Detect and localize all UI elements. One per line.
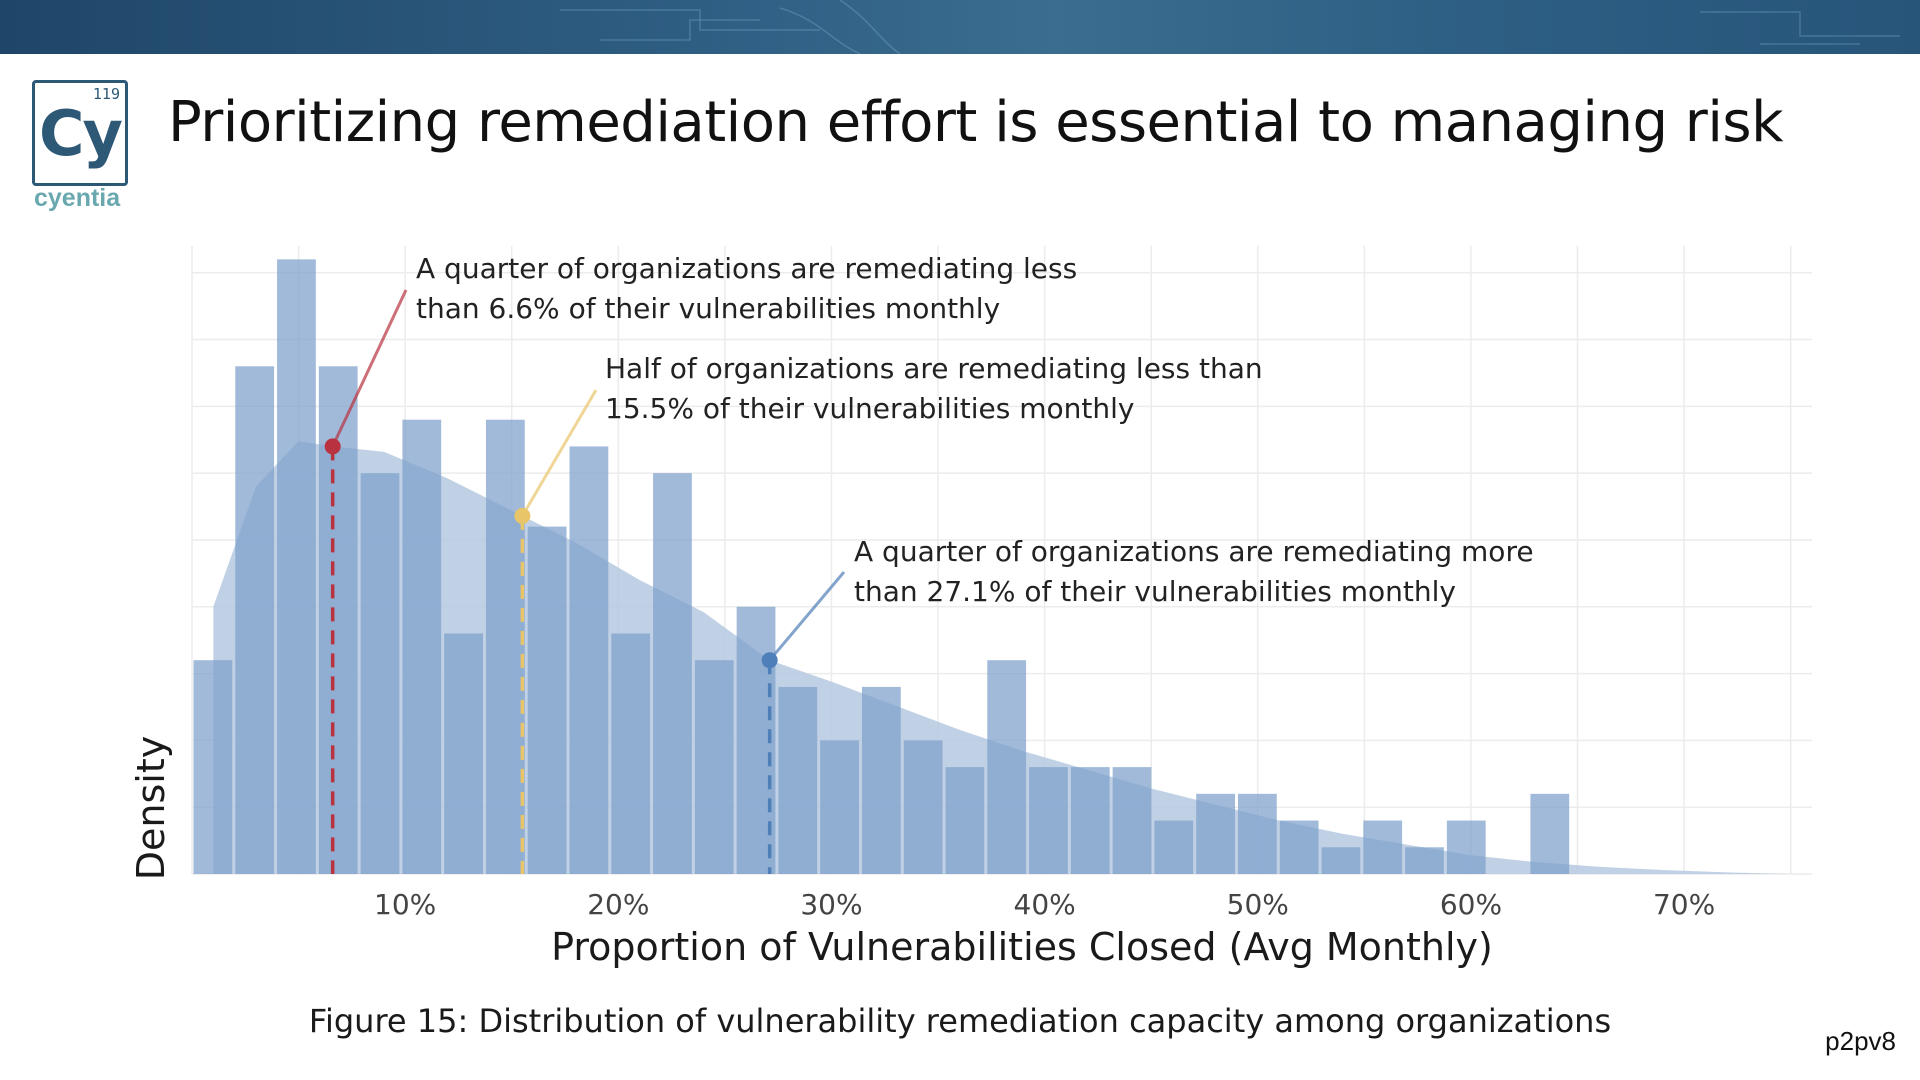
histogram-bar	[987, 660, 1027, 874]
quantile-markers: A quarter of organizations are remediati…	[324, 252, 1534, 874]
histogram-bar	[1405, 847, 1444, 874]
quantile-point-q1	[324, 438, 341, 455]
histogram-chart: A quarter of organizations are remediati…	[129, 246, 1812, 969]
histogram-bar	[1154, 820, 1194, 874]
histogram-bar	[1112, 767, 1152, 874]
histogram-bar	[485, 419, 525, 874]
histogram-bar	[1237, 793, 1277, 874]
annotation-median-line-1: Half of organizations are remediating le…	[605, 352, 1263, 385]
page-code: p2pv8	[1825, 1026, 1896, 1056]
histogram-bar	[861, 686, 901, 874]
histogram-bar	[1279, 820, 1319, 874]
histogram-bar	[402, 419, 442, 874]
histogram-bar	[778, 686, 818, 874]
quantile-point-q3	[761, 652, 778, 669]
x-tick-label: 70%	[1653, 888, 1715, 921]
slide-title: Prioritizing remediation effort is essen…	[168, 90, 1784, 155]
histogram-bar	[444, 633, 483, 874]
histogram-bar	[277, 259, 316, 874]
y-axis-title: Density	[129, 736, 173, 880]
histogram-bar	[653, 473, 692, 874]
annotation-median-line-2: 15.5% of their vulnerabilities monthly	[605, 392, 1134, 425]
x-tick-label: 30%	[800, 888, 862, 921]
cyentia-logo: 119 Cy cyentia	[32, 80, 132, 220]
histogram-bar	[193, 660, 233, 874]
banner-circuit-pattern	[560, 0, 1900, 54]
histogram-bar	[820, 740, 859, 874]
histogram-bar	[1446, 820, 1486, 874]
annotation-q1-line-2: than 6.6% of their vulnerabilities month…	[416, 292, 1000, 325]
logo-number: 119	[92, 85, 120, 103]
histogram-bar	[1363, 820, 1403, 874]
histogram-bar	[945, 767, 985, 874]
x-tick-label: 10%	[374, 888, 436, 921]
histogram-bar	[694, 660, 734, 874]
histogram-bar	[1196, 793, 1235, 874]
histogram-bar	[1070, 767, 1110, 874]
figure-caption: Figure 15: Distribution of vulnerability…	[308, 1002, 1612, 1040]
histogram-bar	[903, 740, 943, 874]
quantile-point-median	[514, 507, 531, 524]
annotation-q3-line-1: A quarter of organizations are remediati…	[854, 535, 1534, 568]
histogram-bar	[1029, 767, 1068, 874]
histogram-bars	[193, 259, 1570, 874]
annotation-q3-line-2: than 27.1% of their vulnerabilities mont…	[854, 575, 1456, 608]
histogram-bar	[569, 446, 609, 874]
x-tick-label: 50%	[1227, 888, 1289, 921]
logo-symbol: Cy	[39, 97, 123, 170]
x-axis-ticks: 10% 20% 30% 40% 50% 60% 70%	[374, 888, 1715, 921]
logo-wordmark: cyentia	[34, 184, 121, 212]
logo-element-box: 119 Cy	[32, 80, 128, 186]
x-axis-title: Proportion of Vulnerabilities Closed (Av…	[551, 925, 1493, 969]
histogram-bar	[527, 526, 567, 874]
annotation-leader-median	[521, 389, 598, 517]
x-tick-label: 20%	[587, 888, 649, 921]
x-tick-label: 60%	[1440, 888, 1502, 921]
annotation-leader-q1	[331, 289, 408, 448]
annotation-q1-line-1: A quarter of organizations are remediati…	[416, 252, 1077, 285]
annotation-leader-q3	[768, 571, 846, 662]
top-banner	[0, 0, 1920, 54]
histogram-bar	[1530, 793, 1570, 874]
histogram-bar	[611, 633, 651, 874]
histogram-bar	[235, 366, 275, 874]
x-tick-label: 40%	[1014, 888, 1076, 921]
histogram-bar	[360, 473, 400, 874]
histogram-bar	[1321, 847, 1361, 874]
